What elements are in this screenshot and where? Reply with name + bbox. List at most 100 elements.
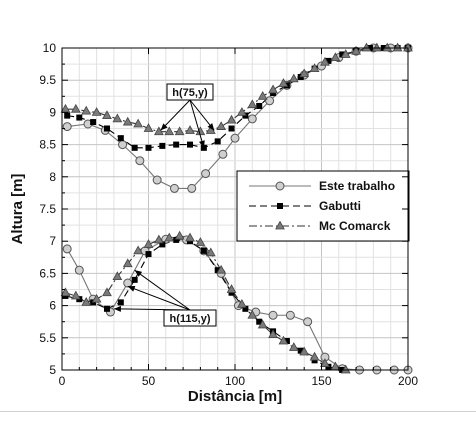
y-tick-label: 7.5 xyxy=(39,202,56,216)
data-point-triangle xyxy=(174,230,185,240)
data-point-square xyxy=(145,144,152,151)
y-tick-label: 6.5 xyxy=(39,266,56,280)
data-point-triangle xyxy=(237,107,247,116)
data-point-triangle xyxy=(91,293,102,303)
data-point-square xyxy=(200,247,207,254)
data-point-square xyxy=(187,141,194,148)
data-point-triangle xyxy=(226,284,237,293)
legend-label: Gabutti xyxy=(319,199,361,213)
data-point-triangle xyxy=(278,335,289,345)
data-point-circle xyxy=(285,310,295,320)
data-point-triangle xyxy=(299,68,310,78)
data-point-circle xyxy=(74,265,84,275)
data-point-triangle xyxy=(340,364,351,374)
footer-divider xyxy=(0,411,476,412)
annotation-arrowhead xyxy=(199,140,205,148)
data-point-square xyxy=(159,142,166,149)
data-point-triangle xyxy=(268,329,278,338)
data-point-square xyxy=(76,114,83,121)
data-point-triangle xyxy=(299,346,310,356)
data-point-triangle xyxy=(309,63,320,73)
data-point-circle xyxy=(201,169,211,179)
data-point-square xyxy=(277,203,283,209)
data-point-circle xyxy=(218,149,228,159)
annotation-arrowhead xyxy=(127,285,136,292)
data-point-triangle xyxy=(320,358,330,367)
data-point-triangle xyxy=(288,342,299,351)
data-point-triangle xyxy=(216,121,227,130)
data-point-square xyxy=(145,251,152,258)
data-point-triangle xyxy=(275,220,285,230)
data-point-triangle xyxy=(133,245,144,255)
y-tick-label: 5.5 xyxy=(39,331,56,345)
data-point-square xyxy=(103,305,110,312)
ticks: 0 50 100 150 200 5 5.5 6 6.5 7 7.5 8 8.5 9 9.5 10 xyxy=(39,41,418,388)
data-point-triangle xyxy=(112,113,123,123)
data-point-triangle xyxy=(247,309,258,319)
y-tick-label: 7 xyxy=(49,234,56,248)
data-point-triangle xyxy=(351,45,361,55)
x-tick-label: 200 xyxy=(398,374,418,388)
data-point-square xyxy=(256,102,263,109)
data-point-triangle xyxy=(122,258,133,268)
data-point-circle xyxy=(230,133,240,143)
annotation-label: h(75,y) xyxy=(172,87,208,99)
data-point-triangle xyxy=(164,126,175,136)
annotation-arrow-line xyxy=(160,99,191,131)
legend-entry: Mc Comarck xyxy=(249,219,391,233)
series-line xyxy=(65,47,408,133)
data-point-square xyxy=(325,57,332,64)
annotation-arrow-line xyxy=(189,99,205,148)
data-point-circle xyxy=(265,96,275,106)
data-point-triangle xyxy=(112,271,123,281)
data-point-triangle xyxy=(91,107,102,116)
data-point-triangle xyxy=(257,319,268,329)
legend-entry: Este trabalho xyxy=(249,179,395,193)
data-point-square xyxy=(117,135,124,142)
data-point-square xyxy=(214,138,221,145)
annotation-1: h(115,y) xyxy=(113,269,217,327)
data-point-triangle xyxy=(185,232,195,242)
data-point-circle xyxy=(169,183,179,193)
legend-label: Este trabalho xyxy=(319,179,395,193)
data-point-square xyxy=(173,141,180,148)
x-tick-label: 0 xyxy=(59,374,66,388)
annotation-label: h(115,y) xyxy=(170,313,211,325)
annotation-arrowhead xyxy=(160,123,168,131)
data-point-triangle xyxy=(320,56,330,66)
data-point-circle xyxy=(123,278,133,288)
y-tick-label: 9.5 xyxy=(39,73,56,87)
data-point-triangle xyxy=(382,42,393,52)
data-point-triangle xyxy=(278,78,289,87)
data-point-circle xyxy=(118,140,128,150)
data-point-square xyxy=(173,236,180,243)
data-point-circle xyxy=(62,244,72,254)
data-point-triangle xyxy=(330,52,341,62)
annotation-arrowhead xyxy=(113,305,121,312)
series-layer xyxy=(60,42,413,375)
data-point-square xyxy=(297,347,304,354)
data-point-square xyxy=(90,119,97,126)
data-point-circle xyxy=(303,317,313,327)
data-point-circle xyxy=(62,122,72,132)
annotations: h(75,y) h(115,y) xyxy=(113,83,217,327)
data-point-square xyxy=(131,276,138,283)
data-point-triangle xyxy=(164,232,175,242)
data-point-square xyxy=(103,125,110,132)
y-tick-label: 5 xyxy=(49,363,56,377)
data-point-triangle xyxy=(81,297,92,306)
data-point-square xyxy=(131,144,138,151)
data-point-triangle xyxy=(237,298,247,308)
data-point-triangle xyxy=(60,287,71,297)
data-point-square xyxy=(228,125,235,132)
data-point-triangle xyxy=(371,42,382,52)
data-point-triangle xyxy=(153,126,164,136)
data-point-triangle xyxy=(70,290,81,300)
y-axis-label: Altura [m] xyxy=(9,174,26,245)
annotation-arrowhead xyxy=(207,123,215,131)
data-point-square xyxy=(159,241,166,248)
data-point-triangle xyxy=(102,110,112,120)
data-point-triangle xyxy=(195,237,206,246)
legend-label: Mc Comarck xyxy=(319,219,391,233)
